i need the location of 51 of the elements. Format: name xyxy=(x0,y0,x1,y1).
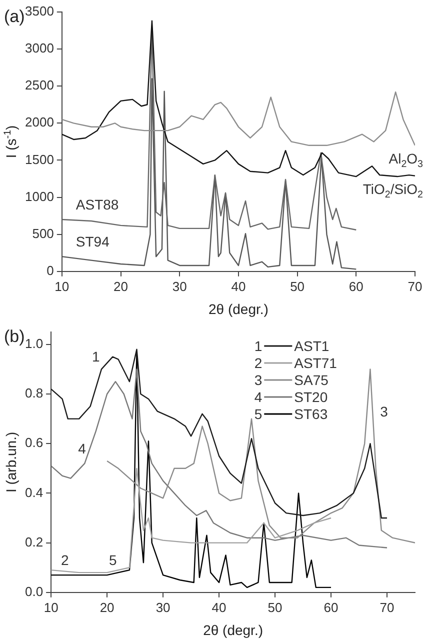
y-tick-label: 1000 xyxy=(25,188,54,204)
x-tick-label: 40 xyxy=(212,600,226,615)
y-axis-title: I (arb.un.) xyxy=(3,432,19,493)
chart-title: (a) xyxy=(4,7,25,26)
annotation: 4 xyxy=(78,440,86,457)
x-tick-label: 10 xyxy=(44,600,58,615)
y-tick-label: 2500 xyxy=(25,78,54,93)
y-tick-label: 500 xyxy=(32,226,54,241)
x-tick-label: 60 xyxy=(348,278,364,294)
y-tick-label: 0.8 xyxy=(24,386,44,401)
x-axis-title: 2θ (degr.) xyxy=(208,301,268,317)
annotation: 5 xyxy=(109,552,118,568)
x-tick-label: 70 xyxy=(380,600,394,615)
text: 2 xyxy=(254,355,262,371)
x-tick-label: 60 xyxy=(324,600,338,615)
text: 5 xyxy=(254,406,262,422)
y-tick-label: 3000 xyxy=(25,40,54,56)
y-tick-label: 1500 xyxy=(25,152,54,167)
series-label: AST88 xyxy=(76,196,119,213)
y-tick-label: 0.2 xyxy=(24,534,44,550)
y-tick-label: 2000 xyxy=(25,114,54,130)
legend-label: ST20 xyxy=(294,389,328,405)
x-tick-label: 40 xyxy=(231,278,246,294)
y-tick-label: 0 xyxy=(46,262,54,278)
y-tick-label: 0.4 xyxy=(24,484,44,500)
x-tick-label: 70 xyxy=(408,278,422,294)
y-tick-label: 1.0 xyxy=(24,336,44,351)
y-tick-label: 3500 xyxy=(25,4,54,19)
x-tick-label: 30 xyxy=(156,600,170,615)
x-tick-label: 10 xyxy=(54,278,70,294)
y-tick-label: 0.0 xyxy=(24,584,44,599)
text: 4 xyxy=(254,389,262,405)
x-tick-label: 20 xyxy=(100,600,114,615)
y-tick-label: 0.6 xyxy=(24,435,44,450)
annotation: 3 xyxy=(380,403,388,420)
legend-label: SA75 xyxy=(294,372,329,388)
annotation: 2 xyxy=(61,552,70,568)
legend-label: ST63 xyxy=(294,406,328,422)
x-tick-label: 20 xyxy=(114,278,128,294)
x-tick-label: 30 xyxy=(172,278,187,294)
legend-label: AST1 xyxy=(294,338,330,354)
text: 1 xyxy=(254,338,262,354)
x-tick-label: 50 xyxy=(290,278,305,294)
series-label: ST94 xyxy=(76,234,110,250)
chart-title: (b) xyxy=(4,327,25,346)
annotation: 1 xyxy=(92,348,100,365)
text: 3 xyxy=(254,372,262,388)
y-axis-title: I (s-1) xyxy=(2,125,19,158)
legend-label: AST71 xyxy=(294,355,338,371)
x-axis-title: 2θ (degr.) xyxy=(203,622,264,638)
x-tick-label: 50 xyxy=(268,600,282,615)
